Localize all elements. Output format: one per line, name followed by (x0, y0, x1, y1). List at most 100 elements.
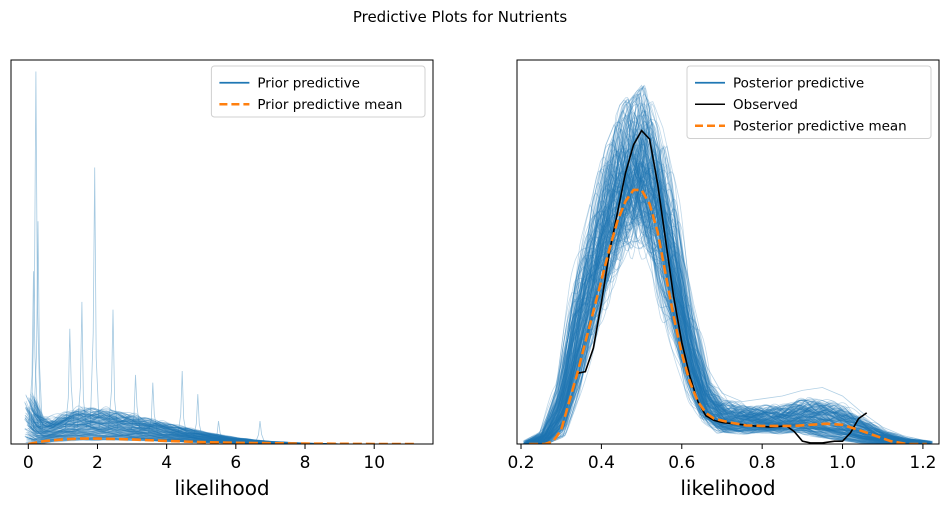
sample-line (524, 162, 923, 444)
sample-line (32, 420, 412, 444)
sample-line (531, 183, 930, 444)
sample-line (532, 104, 931, 443)
legend-label: Posterior predictive mean (733, 119, 907, 135)
sample-line (528, 163, 927, 444)
sample-line (530, 153, 929, 444)
sample-line (27, 409, 407, 444)
sample-line (529, 96, 928, 442)
sample-line (529, 164, 928, 443)
sample-line (26, 424, 406, 444)
sample-line (523, 182, 922, 444)
sample-line (530, 85, 929, 442)
x-tick-label: 0.8 (749, 453, 776, 473)
sample-line (29, 398, 410, 444)
sample-line (522, 97, 922, 442)
x-tick-label: 0.4 (588, 453, 615, 473)
sample-line (527, 111, 926, 443)
sample-line (527, 121, 926, 443)
sample-line (531, 180, 930, 444)
sample-line (25, 412, 405, 444)
sample-line (526, 114, 925, 442)
sample-line (32, 413, 412, 444)
sample-line (27, 425, 407, 444)
sample-line (27, 399, 408, 444)
sample-line (526, 200, 925, 444)
sample-line (24, 401, 404, 444)
sample-line (35, 401, 415, 444)
sample-line (31, 418, 411, 444)
sample-line (523, 188, 922, 444)
x-tick-label: 10 (363, 453, 385, 473)
x-tick-label: 0.2 (507, 453, 534, 473)
sample-line (31, 396, 411, 444)
sample-line (530, 127, 929, 443)
x-tick-label: 2 (92, 453, 103, 473)
sample-line (533, 133, 932, 443)
sample-line (28, 411, 409, 444)
sample-line (26, 424, 406, 444)
sample-line (532, 200, 931, 444)
sample-line (530, 87, 929, 442)
sample-line (529, 188, 928, 444)
sample-line (523, 165, 922, 444)
sample-line (532, 150, 930, 444)
sample-line (533, 97, 932, 442)
sample-line (534, 229, 932, 444)
sample-line (530, 119, 929, 442)
sample-line (531, 173, 930, 444)
sample-line (529, 186, 928, 444)
sample-spike (130, 374, 141, 431)
legend: Prior predictive Prior predictive mean (210, 65, 426, 118)
sample-line (528, 167, 927, 444)
sample-line (35, 400, 415, 444)
x-tick-label: 0 (23, 453, 34, 473)
sample-line (26, 422, 406, 444)
sample-spike (64, 328, 75, 429)
sample-line (32, 414, 413, 444)
sample-spike (177, 370, 188, 437)
sample-line (530, 196, 929, 444)
sample-line (28, 417, 408, 444)
sample-line (525, 124, 924, 443)
legend-box (210, 65, 426, 118)
sample-line (30, 397, 410, 444)
sample-line (24, 413, 404, 444)
sample-line (525, 101, 924, 442)
sample-line (29, 401, 409, 444)
sample-line (532, 190, 931, 444)
sample-line (30, 416, 410, 444)
sample-line (527, 128, 926, 443)
sample-line (24, 428, 404, 444)
sample-line (529, 158, 928, 444)
sample-line (27, 425, 407, 444)
sample-line (28, 430, 408, 444)
sample-line (27, 397, 407, 444)
sample-line (532, 100, 931, 443)
sample-line (33, 398, 413, 444)
sample-line (526, 120, 925, 443)
sample-line (34, 413, 414, 444)
sample-line (24, 428, 404, 444)
sample-line (529, 169, 928, 444)
x-axis-label: likelihood (174, 476, 269, 500)
sample-line (527, 127, 926, 443)
sample-line (524, 155, 923, 443)
sample-line (28, 418, 407, 444)
sample-line (25, 431, 405, 444)
sample-line (24, 427, 404, 444)
sample-line (31, 414, 411, 444)
legend-label: Posterior predictive (733, 76, 864, 92)
sample-line (25, 394, 405, 444)
sample-line (528, 173, 927, 444)
sample-line (533, 111, 932, 443)
plot-area (522, 84, 933, 444)
sample-line (526, 182, 925, 444)
sample-line (532, 190, 930, 444)
sample-line (525, 100, 924, 442)
sample-line (34, 414, 414, 444)
sample-line (28, 428, 408, 444)
sample-line (529, 113, 928, 443)
sample-line (29, 425, 409, 444)
